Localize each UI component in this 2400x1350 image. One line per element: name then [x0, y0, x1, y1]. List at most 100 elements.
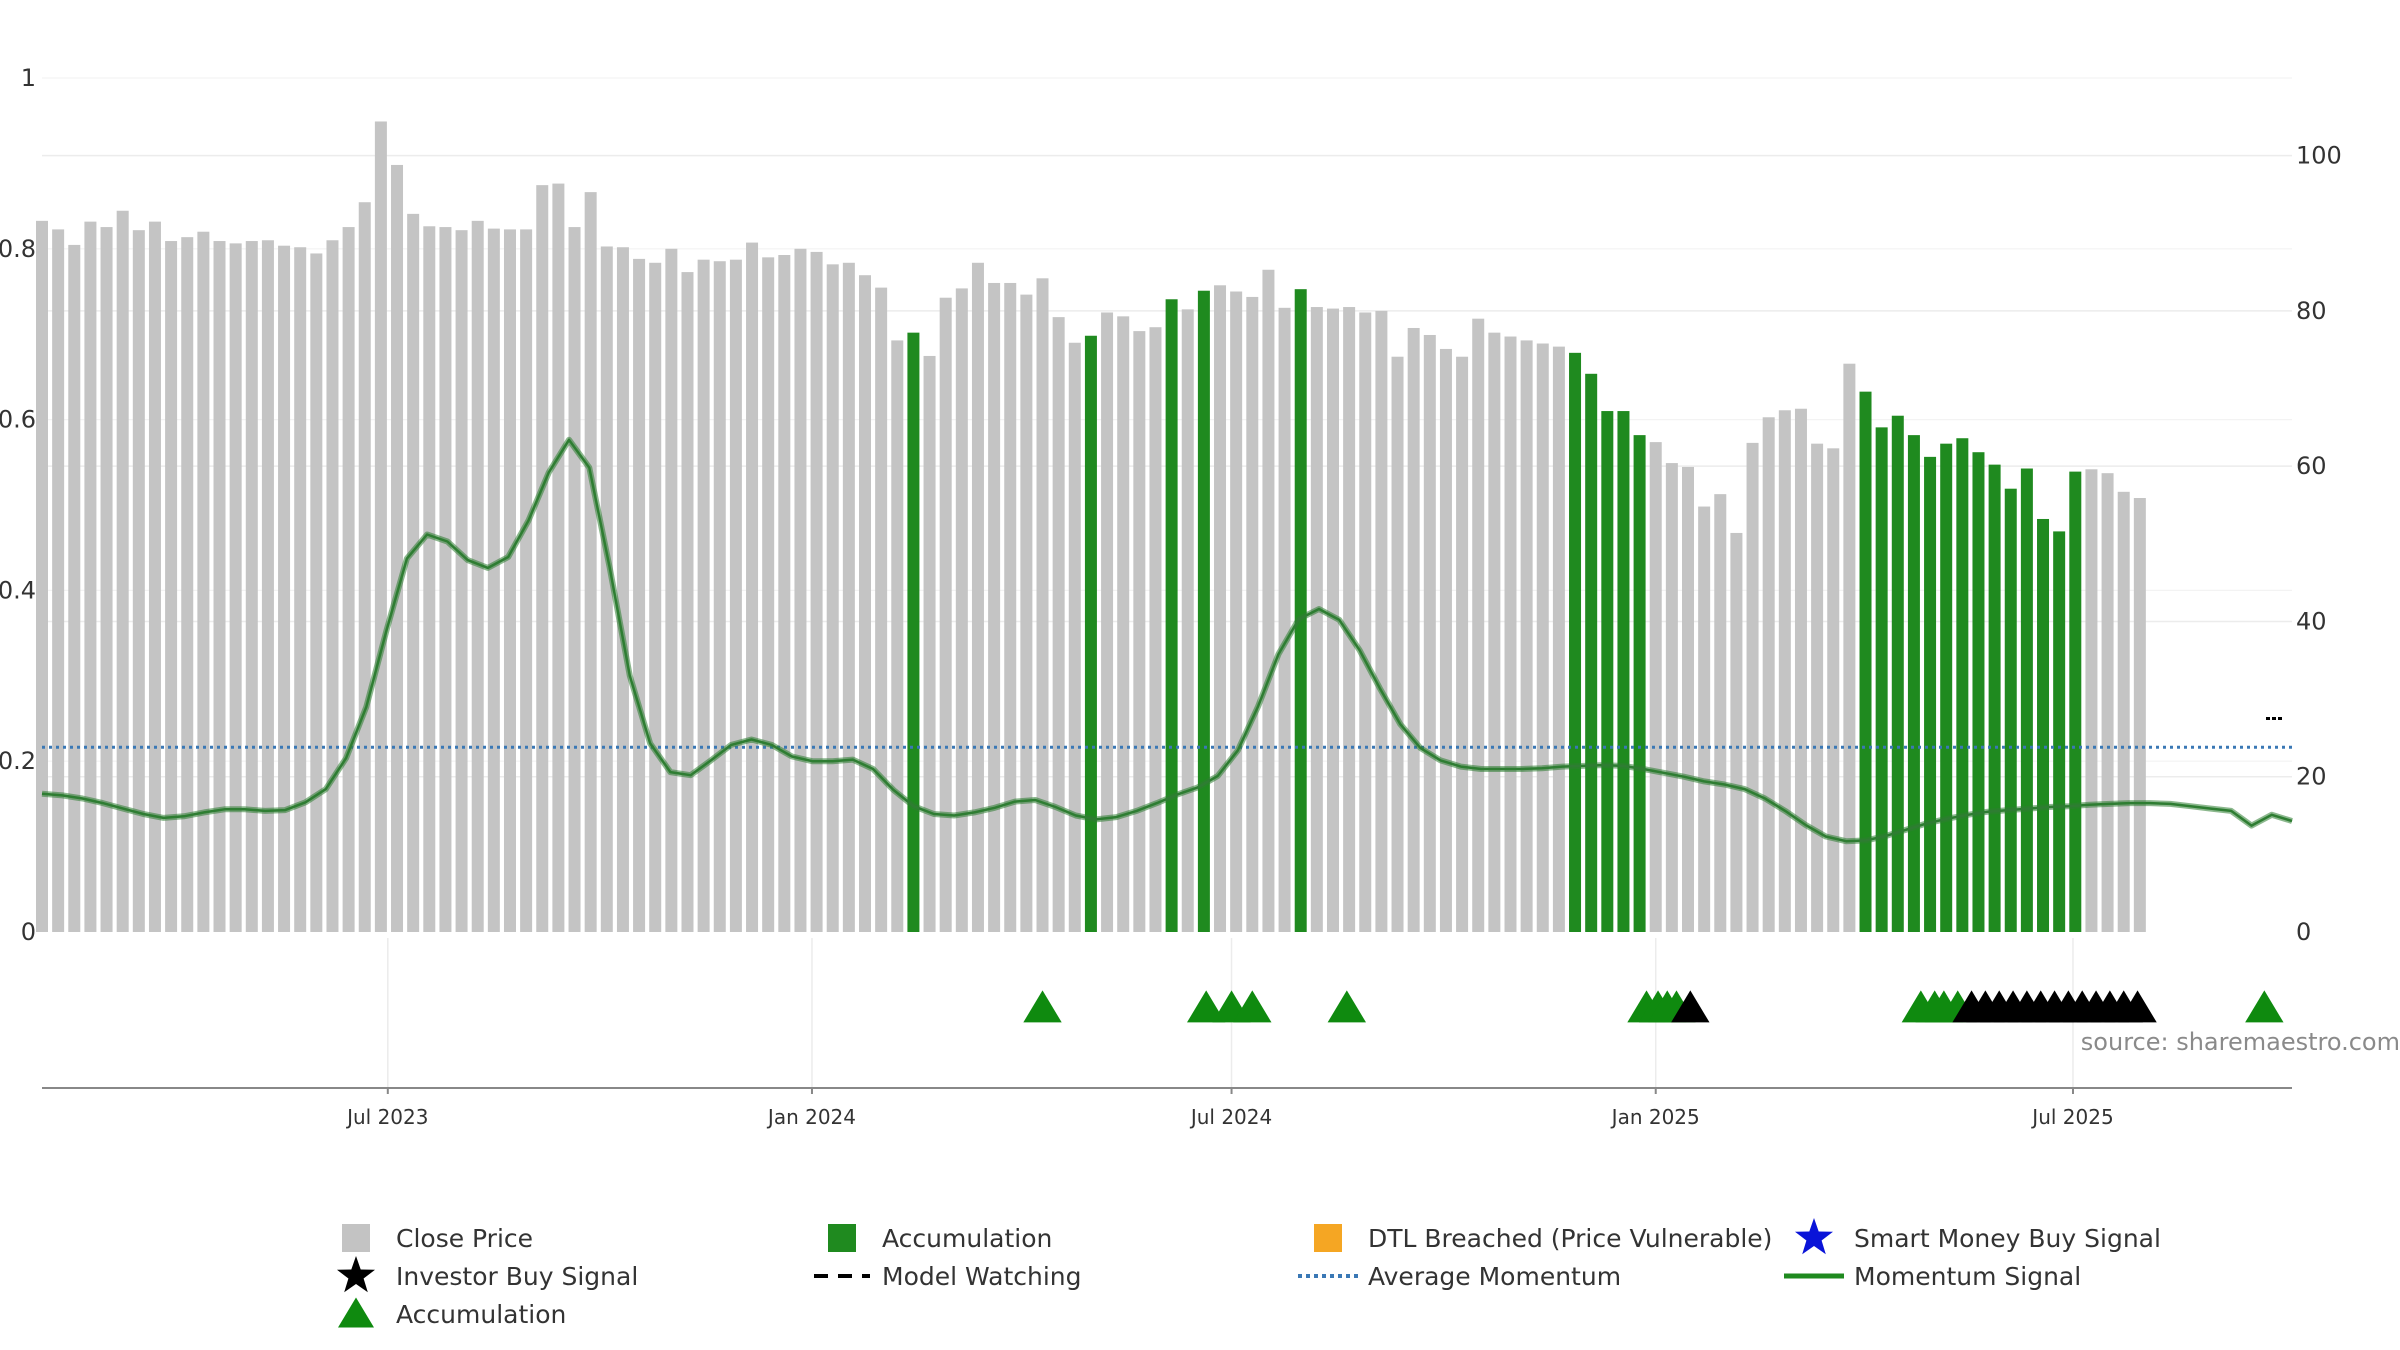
accumulation-bar [2069, 471, 2082, 932]
accumulation-triangle [1327, 990, 1367, 1023]
close-price-bar [1068, 342, 1081, 932]
close-price-bar [487, 228, 500, 932]
close-price-bar [1649, 442, 1662, 932]
accumulation-bar [1956, 438, 1969, 932]
legend-item: DTL Breached (Price Vulnerable) [1314, 1224, 1772, 1253]
left-tick-label: 1 [21, 64, 36, 92]
close-price-bar [342, 227, 355, 932]
close-price-bar [1391, 356, 1404, 932]
legend-label: Close Price [396, 1224, 533, 1253]
legend-swatch-star [337, 1256, 375, 1293]
close-price-bar [36, 220, 48, 933]
close-price-bar [213, 241, 226, 932]
close-price-bar [2085, 469, 2098, 932]
legend-label: Investor Buy Signal [396, 1262, 638, 1291]
x-axis: Jul 2023 Jan 2024 Jul 2024 Jan 2025 Jul 2025 [42, 1087, 2292, 1129]
close-price-bar [1714, 494, 1727, 932]
accumulation-bar [2037, 518, 2050, 932]
investor-buy-marker [1671, 990, 1710, 1023]
x-tick-label: Jan 2025 [1610, 1105, 1700, 1129]
close-price-bar [1762, 417, 1775, 933]
close-price-bar [439, 227, 452, 932]
close-price-bar [1181, 309, 1194, 933]
close-price-bar [552, 183, 565, 932]
close-price-bar [197, 231, 210, 933]
close-price-bar [762, 257, 775, 933]
close-price-bar [116, 210, 129, 932]
close-price-bar [1133, 331, 1146, 932]
accumulation-bar [1972, 452, 1985, 932]
close-price-bar [1552, 346, 1565, 932]
momentum-signal-line [41, 438, 2293, 843]
close-price-bar [1682, 466, 1695, 932]
close-price-bar [1020, 294, 1033, 932]
close-price-bar [278, 245, 291, 932]
legend-label: Accumulation [882, 1224, 1052, 1253]
close-price-bar [1439, 348, 1452, 932]
close-price-bar [100, 227, 113, 932]
close-price-bar [374, 121, 387, 932]
close-price-bar [842, 262, 855, 932]
close-price-bar [1036, 278, 1049, 932]
left-tick-label: 0.8 [0, 235, 36, 263]
source-label: source: sharemaestro.com [2081, 1028, 2400, 1056]
close-price-bar [665, 248, 678, 933]
close-price-bar [358, 202, 371, 932]
close-price-bar [1052, 317, 1065, 932]
close-price-bar [600, 246, 613, 933]
close-price-bar [1488, 332, 1501, 932]
close-price-bar [681, 272, 694, 932]
close-price-bar [891, 340, 904, 933]
close-price-bar [68, 244, 81, 932]
accumulation-bar [1907, 435, 1920, 932]
close-price-bar [1310, 307, 1323, 932]
close-price-bar [568, 227, 581, 932]
legend-item: Close Price [342, 1224, 533, 1253]
close-price-bar [1326, 308, 1339, 933]
close-price-bar [52, 229, 65, 932]
close-price-bar [84, 221, 97, 933]
legend-label: Average Momentum [1368, 1262, 1621, 1291]
legend-swatch-square [1314, 1224, 1342, 1252]
right-tick-label: 0 [2296, 918, 2311, 946]
close-price-bar [1117, 316, 1130, 932]
accumulation-bar [1585, 373, 1598, 932]
accumulation-bar [1294, 289, 1307, 932]
close-price-bar [1278, 307, 1291, 932]
close-price-bar [1456, 356, 1469, 932]
close-price-bar [1746, 442, 1759, 932]
close-price-bar [923, 355, 936, 932]
legend-item: Model Watching [814, 1262, 1082, 1291]
close-price-bar [713, 261, 726, 933]
accumulation-bar [1988, 464, 2001, 932]
close-price-bar [1246, 296, 1259, 932]
close-price-bar [2117, 491, 2130, 932]
close-price-bar [859, 275, 872, 932]
legend-swatch-close-price [342, 1224, 370, 1252]
close-price-bar [826, 264, 839, 932]
close-price-bar [988, 282, 1001, 933]
close-price-bar [1004, 282, 1017, 933]
left-tick-label: 0 [21, 918, 36, 946]
close-price-bar [794, 248, 807, 933]
close-price-bar [165, 241, 178, 932]
close-price-bar [1149, 327, 1162, 932]
legend-label: Model Watching [882, 1262, 1082, 1291]
accumulation-bar [1875, 427, 1888, 932]
accumulation-bar [1859, 391, 1872, 933]
close-price-bar [1101, 312, 1114, 933]
accumulation-bar [907, 332, 920, 932]
close-price-bar [746, 242, 759, 932]
close-price-bar [132, 230, 145, 933]
legend-label: Accumulation [396, 1300, 566, 1329]
legend-label: Momentum Signal [1854, 1262, 2081, 1291]
legend: Close Price Accumulation DTL Breached (Pri… [337, 1218, 2161, 1329]
close-price-bar [326, 240, 339, 932]
accumulation-bar [2004, 488, 2017, 932]
close-price-bar [181, 237, 194, 932]
close-price-bar [520, 229, 533, 932]
close-price-bar [2101, 473, 2114, 932]
legend-item: Momentum Signal [1784, 1262, 2081, 1291]
legend-swatch-star [1795, 1218, 1833, 1255]
